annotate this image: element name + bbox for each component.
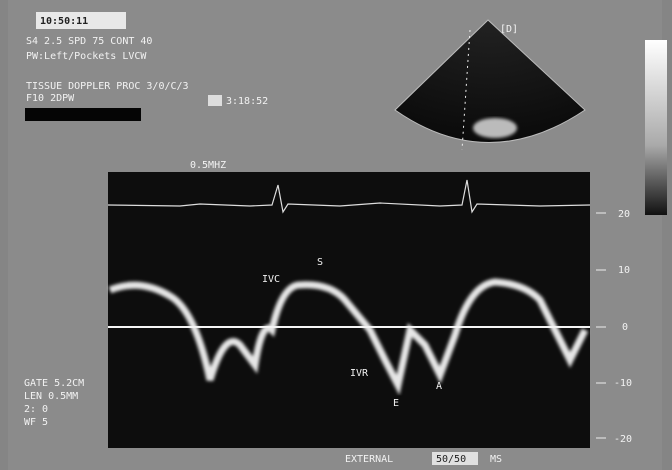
gray-bar	[645, 40, 667, 215]
redaction	[25, 108, 141, 121]
time: 3:18:52	[226, 96, 268, 107]
header-line: TISSUE DOPPLER PROC 3/0/C/3	[26, 81, 189, 92]
scale-label: -20	[614, 434, 632, 445]
footer-text: EXTERNAL	[345, 454, 393, 465]
header-line: F10 2DPW	[26, 93, 75, 104]
scale-label: -10	[614, 378, 632, 389]
setting: LEN 0.5MM	[24, 391, 78, 402]
wave-label: IVC	[262, 274, 280, 285]
ultrasound-display: 10:50:11 S4 2.5 SPD 75 CONT 40 PW:Left/P…	[0, 0, 672, 470]
wave-label: IVR	[350, 368, 369, 379]
sector-echo	[473, 118, 517, 138]
wave-label: E	[393, 398, 399, 409]
screen: 10:50:11 S4 2.5 SPD 75 CONT 40 PW:Left/P…	[0, 0, 672, 470]
setting: WF 5	[24, 417, 48, 428]
scale-label: 0	[622, 322, 628, 333]
footer-box-text: 50/50	[436, 454, 466, 465]
ecg-label: 0.5MHZ	[190, 160, 226, 171]
footer-unit: MS	[490, 454, 502, 465]
time-box	[208, 95, 222, 106]
badge: 10:50:11	[40, 16, 88, 27]
sector-label: [D]	[500, 24, 518, 35]
setting: 2: 0	[24, 404, 48, 415]
wave-label: S	[317, 257, 323, 268]
wave-label: A	[436, 381, 442, 392]
setting: GATE 5.2CM	[24, 378, 84, 389]
header-line: PW:Left/Pockets LVCW	[26, 51, 147, 62]
scale-label: 20	[618, 209, 630, 220]
header-line: S4 2.5 SPD 75 CONT 40	[26, 36, 152, 47]
scale-label: 10	[618, 265, 630, 276]
